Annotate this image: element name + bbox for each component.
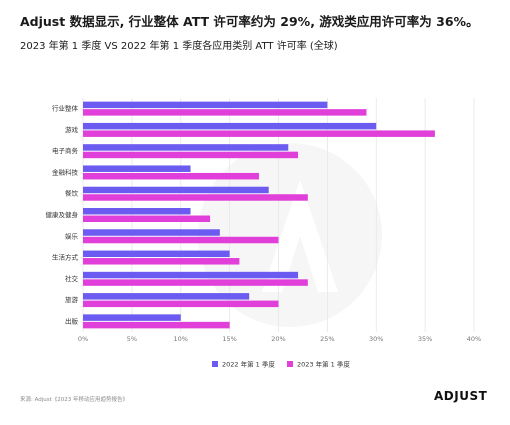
bar-2023 (83, 321, 230, 329)
category-label: 金融科技 (52, 167, 79, 176)
x-tick-label: 35% (418, 335, 432, 343)
bar-2023 (83, 130, 435, 137)
bar-2023 (83, 236, 279, 244)
x-tick-label: 15% (222, 335, 236, 343)
bar-2022 (83, 208, 191, 215)
bar-2022 (83, 122, 377, 130)
x-tick-label: 30% (369, 335, 383, 343)
bar-2023 (83, 172, 259, 180)
bar-2022 (83, 101, 328, 109)
bar-2022 (83, 293, 250, 300)
category-label: 社交 (65, 274, 79, 283)
category-label: 行业整体 (52, 104, 79, 113)
adjust-logo-text: ADJUST (434, 389, 488, 403)
bar-2022 (83, 314, 181, 321)
bar-2023 (83, 300, 279, 308)
chart-bars (83, 101, 435, 329)
chart-legend: 2022 年第 1 季度 2023 年第 1 季度 (212, 360, 350, 369)
category-label: 游戏 (65, 125, 79, 134)
page-title: Adjust 数据显示, 行业整体 ATT 许可率约为 29%, 游戏类应用许可… (20, 14, 479, 29)
x-tick-label: 25% (320, 335, 334, 343)
bar-2022 (83, 271, 299, 279)
x-tick-label: 0% (78, 335, 88, 343)
chart-subtitle: 2023 年第 1 季度 VS 2022 年第 1 季度各应用类别 ATT 许可… (20, 41, 338, 52)
bar-2023 (83, 151, 299, 159)
category-label: 出版 (65, 316, 79, 325)
bar-2023 (83, 194, 308, 201)
value-axis: 0% 5% 10% 15% 20% 25% 30% 35% 40% (78, 335, 481, 343)
bar-2022 (83, 250, 230, 258)
source-note: 来源: Adjust《2023 年移动应用趋势报告》 (20, 397, 129, 403)
legend-label: 2023 年第 1 季度 (297, 360, 350, 369)
category-label: 娱乐 (65, 231, 79, 240)
legend-swatch (212, 361, 218, 367)
bar-2023 (83, 215, 211, 222)
category-label: 健康及健身 (46, 210, 79, 219)
bar-2023 (83, 258, 240, 265)
x-tick-label: 5% (127, 335, 137, 343)
category-label: 生活方式 (52, 253, 79, 262)
x-tick-label: 40% (467, 335, 481, 343)
legend-label: 2022 年第 1 季度 (222, 360, 275, 369)
category-label: 餐饮 (65, 189, 79, 198)
legend-swatch (287, 361, 293, 367)
bar-2023 (83, 279, 308, 286)
adjust-logo: ADJUST (434, 389, 487, 403)
x-tick-label: 20% (271, 335, 285, 343)
category-label: 旅游 (65, 295, 79, 304)
bar-2023 (83, 109, 367, 116)
bar-2022 (83, 229, 220, 236)
bar-2022 (83, 144, 289, 151)
bar-2022 (83, 186, 269, 194)
bar-2022 (83, 165, 191, 172)
category-label: 电子商务 (52, 146, 79, 155)
chart-grid (82, 98, 475, 332)
x-tick-label: 10% (174, 335, 188, 343)
